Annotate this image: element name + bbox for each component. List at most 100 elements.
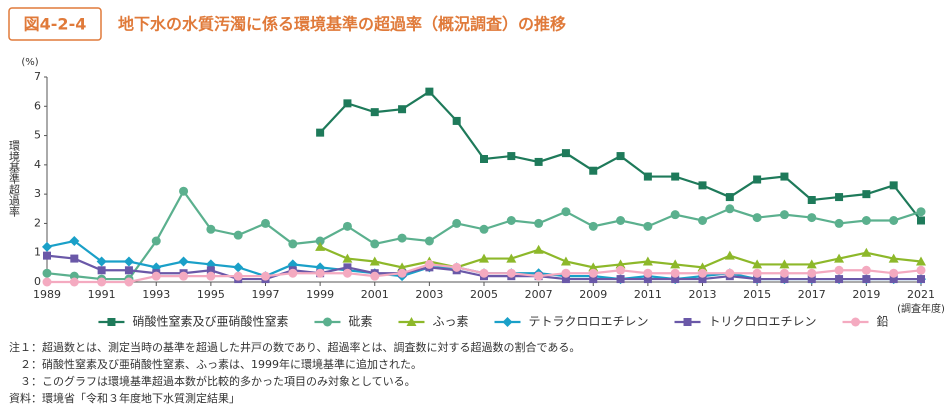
undefined (123, 256, 134, 267)
undefined (671, 172, 680, 181)
undefined (670, 268, 680, 278)
undefined (206, 271, 216, 281)
x-tick-label: 2005 (470, 288, 498, 301)
note: 資料：環境省「令和３年度地下水質測定結果」 (9, 391, 240, 405)
undefined (779, 268, 789, 278)
x-tick-label: 1991 (88, 288, 116, 301)
undefined (753, 275, 762, 284)
y-unit: (%) (21, 57, 38, 68)
undefined (370, 239, 380, 249)
undefined (834, 265, 844, 275)
undefined (369, 256, 380, 266)
undefined (534, 218, 544, 228)
undefined (698, 268, 707, 278)
legend-label: 鉛 (877, 315, 889, 329)
undefined (124, 277, 134, 287)
undefined (561, 207, 571, 217)
undefined (779, 259, 790, 269)
undefined (588, 221, 598, 231)
y-tick-label: 2 (34, 216, 41, 229)
figure-label: 図4-2-4 (24, 15, 87, 34)
undefined (533, 244, 544, 254)
y-tick-label: 0 (34, 275, 41, 288)
undefined (589, 275, 598, 284)
figure-label-box (8, 7, 102, 41)
undefined (807, 268, 817, 278)
undefined (807, 196, 816, 204)
note: ２：硝酸性窒素及び亜硝酸性窒素、ふっ素は、1999年に環境基準に追加された。 (9, 357, 422, 371)
undefined (561, 268, 571, 278)
undefined (725, 204, 735, 214)
undefined (917, 216, 925, 225)
undefined (888, 253, 899, 263)
x-tick-label: 1997 (252, 288, 280, 301)
legend-label: 砒素 (348, 315, 372, 329)
undefined (315, 236, 325, 246)
undefined (397, 233, 407, 243)
y-tick-label: 7 (34, 70, 41, 83)
undefined (178, 256, 189, 267)
undefined (424, 259, 434, 269)
undefined (370, 271, 380, 281)
undefined (233, 230, 243, 240)
undefined (753, 175, 762, 184)
x-tick-label: 2007 (525, 288, 553, 301)
x-tick-label: 2011 (634, 288, 662, 301)
undefined (698, 275, 707, 284)
undefined (97, 266, 106, 275)
y-tick-label: 1 (34, 246, 41, 259)
undefined (151, 271, 161, 281)
undefined (916, 207, 926, 217)
title: 地下水の水質汚濁に係る環境基準の超過率（概況調査）の推移 (118, 15, 566, 34)
undefined (671, 275, 680, 284)
undefined (835, 275, 844, 284)
undefined (479, 224, 489, 234)
undefined (315, 268, 325, 278)
undefined (397, 268, 407, 278)
undefined (779, 210, 789, 220)
undefined (752, 213, 762, 223)
undefined (261, 271, 270, 281)
y-tick-label: 5 (34, 129, 41, 142)
undefined (151, 236, 161, 246)
undefined (42, 277, 52, 287)
undefined (506, 268, 516, 278)
undefined (288, 268, 298, 278)
undefined (42, 241, 52, 252)
undefined (615, 259, 626, 269)
undefined (616, 152, 625, 161)
undefined (616, 275, 625, 284)
undefined (861, 216, 871, 225)
legend-label: ふっ素 (432, 315, 468, 329)
undefined (561, 149, 570, 158)
undefined (343, 99, 352, 108)
x-tick-label: 1993 (142, 288, 170, 301)
undefined (69, 236, 80, 246)
undefined (862, 190, 871, 199)
undefined (588, 268, 598, 278)
undefined (316, 128, 325, 137)
x-tick-label: 2001 (361, 288, 389, 301)
undefined (724, 250, 735, 260)
undefined (889, 275, 898, 284)
x-tick-label: 1989 (33, 288, 61, 301)
x-tick-label: 2017 (798, 288, 826, 301)
undefined (343, 263, 352, 272)
undefined (589, 166, 598, 175)
undefined (397, 262, 408, 272)
undefined (752, 268, 762, 278)
y-tick-label: 6 (34, 99, 41, 112)
undefined (889, 181, 898, 190)
undefined (725, 193, 734, 202)
undefined (889, 268, 899, 278)
x-tick-label: 2021 (907, 288, 935, 301)
undefined (96, 256, 107, 267)
y-tick-label: 3 (34, 187, 41, 200)
undefined (179, 271, 189, 281)
undefined (452, 116, 461, 125)
undefined (506, 216, 516, 225)
x-tick-label: 1995 (197, 288, 225, 301)
undefined (697, 262, 708, 272)
legend-label: テトラクロロエチレン (529, 315, 649, 329)
undefined (479, 253, 489, 263)
